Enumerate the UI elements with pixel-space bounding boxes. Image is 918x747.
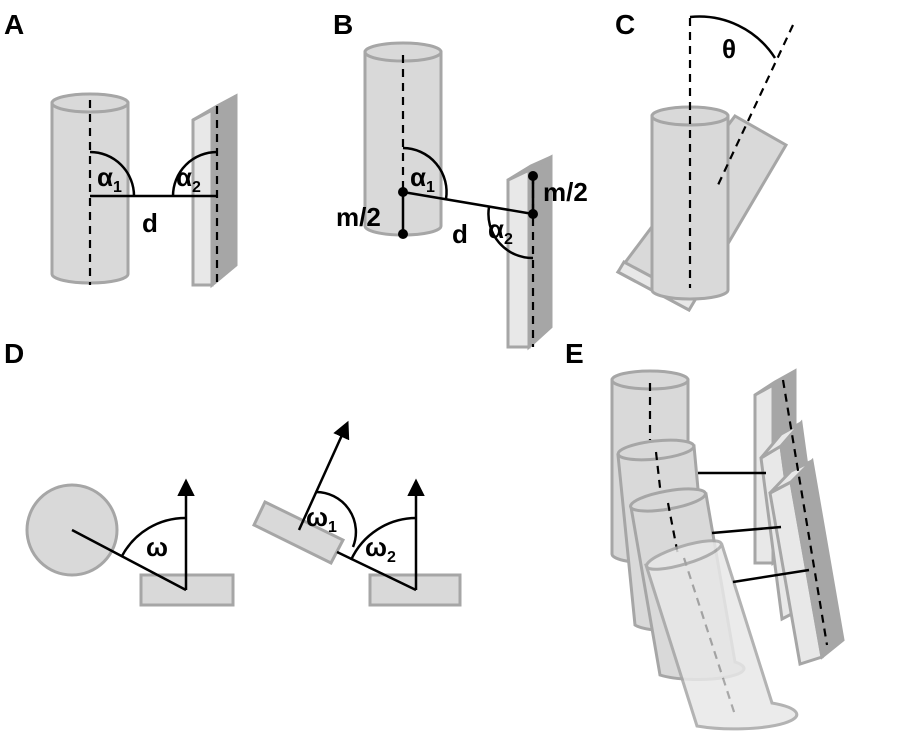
panel-b-distance-label: d [452, 219, 468, 249]
panel-c-theta-arc [689, 15, 777, 59]
panel-c-theta-label: θ [722, 34, 736, 64]
panel-a-cylinder [50, 92, 130, 285]
panel-b-cylinder [363, 41, 443, 237]
panel-d-omega-line [71, 528, 187, 592]
panel-e-plate-axis [781, 379, 829, 646]
panel-a-plate [191, 93, 238, 289]
panel-b: B α1 α2 d m/2 m/2 [333, 9, 588, 351]
panel-d-omega-arc [120, 516, 187, 557]
panel-b-m2-left-label: m/2 [336, 202, 381, 232]
panel-d: D ω ω1 ω2 [4, 338, 462, 607]
panel-b-distance-line [402, 190, 534, 216]
panel-e-cylinder-4 [644, 539, 799, 731]
panel-a-alpha2-arc [171, 150, 218, 197]
panel-b-alpha1-label: α1 [410, 162, 435, 196]
panel-a: A α1 α2 d [4, 9, 238, 289]
panel-e-link-3 [732, 568, 810, 584]
panel-c-letter: C [615, 9, 635, 40]
panel-d-omega2-line [336, 550, 417, 592]
panel-d-omega1-arc [315, 490, 358, 548]
panel-d-omega2-label: ω2 [365, 532, 396, 566]
panel-e: E [565, 338, 845, 731]
panel-c: C θ [615, 9, 794, 313]
panel-b-alpha1-arc [402, 146, 448, 200]
panel-d-omega1-label: ω1 [306, 502, 337, 536]
panel-b-plate [506, 154, 553, 351]
panel-b-node-left-top [398, 187, 408, 197]
panel-a-alpha1-label: α1 [97, 162, 122, 196]
panel-e-link-2 [711, 525, 782, 535]
panel-d-omega2-arc [349, 516, 417, 561]
panel-e-letter: E [565, 338, 584, 369]
panel-b-m2-right-label: m/2 [543, 177, 588, 207]
panel-a-alpha2-label: α2 [176, 162, 201, 196]
panel-a-alpha1-arc [89, 150, 136, 197]
panel-b-node-right-bottom [528, 209, 538, 219]
panel-d-letter: D [4, 338, 24, 369]
panel-d-omega1-normal [297, 420, 350, 531]
panel-e-plate-3 [768, 457, 845, 666]
panel-a-letter: A [4, 9, 24, 40]
panel-a-distance-label: d [142, 208, 158, 238]
panel-d-omega-label: ω [146, 532, 168, 562]
panel-b-node-right-top [528, 171, 538, 181]
panel-b-node-left-bottom [398, 229, 408, 239]
panel-b-letter: B [333, 9, 353, 40]
panel-d-tilted-rect [252, 499, 346, 565]
panel-b-alpha2-arc [487, 206, 534, 260]
panel-c-tilted-axis [717, 24, 794, 186]
panel-b-alpha2-label: α2 [488, 214, 513, 248]
